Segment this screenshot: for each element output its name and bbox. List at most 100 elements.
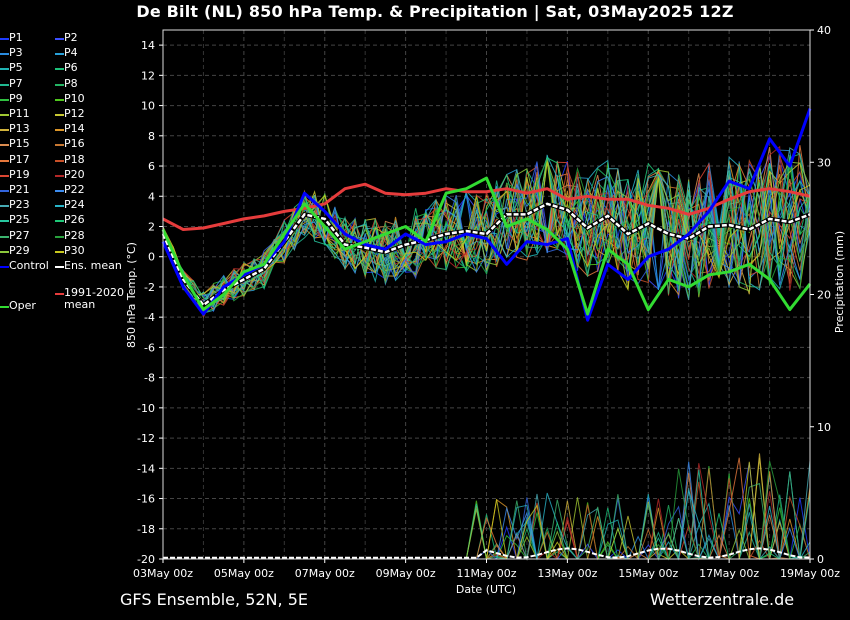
legend-swatch: [55, 220, 64, 223]
legend-swatch: [0, 235, 9, 238]
legend-label: P24: [64, 198, 85, 212]
legend-swatch: [55, 190, 64, 192]
y-tick-label: 8: [148, 130, 155, 143]
legend-label: P12: [64, 107, 85, 120]
y-tick-label: -18: [137, 523, 155, 536]
legend-label: 1991-2020 mean: [64, 286, 124, 311]
y-tick-label: -4: [144, 311, 155, 324]
legend-label: P16: [64, 137, 85, 151]
legend-label: P27: [9, 228, 30, 242]
member-line-p27: [162, 158, 811, 305]
x-tick-label: 19May 00z: [780, 567, 840, 580]
y2-tick-label: 40: [817, 24, 831, 37]
legend-swatch: [0, 68, 9, 71]
legend-label: P28: [64, 228, 85, 242]
y2-tick-label: 0: [817, 553, 824, 566]
legend-label: P20: [64, 167, 85, 181]
legend-swatch: [0, 190, 9, 192]
legend-swatch: [0, 306, 9, 308]
legend-label: P14: [64, 122, 85, 136]
y2-tick-label: 30: [817, 156, 831, 169]
y-tick-label: 12: [141, 69, 155, 82]
x-tick-label: 11May 00z: [456, 567, 516, 580]
legend-label: P29: [9, 243, 30, 257]
legend-swatch: [0, 174, 9, 177]
legend-swatch: [0, 38, 9, 40]
legend-label: P17: [9, 152, 30, 166]
y-tick-label: 4: [148, 190, 155, 203]
legend-label: P21: [9, 183, 30, 196]
legend-label: P19: [9, 167, 30, 181]
legend-swatch: [0, 114, 9, 116]
legend-label: P22: [64, 183, 85, 196]
y-tick-label: 10: [141, 100, 155, 113]
x-axis-label: Date (UTC): [456, 583, 516, 596]
y-axis-label: 850 hPa Temp. (°C): [125, 242, 138, 348]
x-tick-label: 07May 00z: [295, 567, 355, 580]
legend-label: P7: [9, 76, 23, 90]
legend-swatch: [0, 220, 9, 223]
legend-swatch: [0, 129, 9, 132]
y-tick-label: 0: [148, 251, 155, 264]
legend-swatch: [55, 266, 64, 268]
legend-label: P15: [9, 137, 30, 151]
legend-label: Ens. mean: [64, 259, 122, 272]
legend-label: P5: [9, 61, 23, 75]
y-tick-label: 2: [148, 220, 155, 233]
legend-label: P18: [64, 152, 85, 166]
y2-tick-label: 20: [817, 289, 831, 302]
legend-swatch: [55, 174, 64, 177]
legend-swatch: [55, 38, 64, 40]
legend-swatch: [55, 68, 64, 71]
legend-swatch: [0, 159, 9, 162]
x-tick-label: 09May 00z: [376, 567, 436, 580]
y2-tick-label: 10: [817, 421, 831, 434]
legend-swatch: [55, 83, 64, 86]
legend-swatch: [0, 83, 9, 86]
axes: 14121086420-2-4-6-8-10-12-14-16-18-20403…: [133, 24, 840, 580]
legend-swatch: [0, 250, 9, 253]
legend-swatch: [55, 114, 64, 116]
legend-label: P23: [9, 198, 30, 212]
legend-label: Control: [9, 259, 49, 272]
y-tick-label: 6: [148, 160, 155, 173]
y2-axis-label: Precipitation (mm): [833, 231, 846, 333]
y-tick-label: -2: [144, 281, 155, 294]
series-line-1991-2020-mean: [162, 182, 811, 231]
y-tick-label: -14: [137, 462, 155, 475]
legend-swatch: [0, 144, 9, 147]
series-line-oper: [161, 176, 812, 316]
y-tick-label: -12: [137, 432, 155, 445]
legend-swatch: [55, 53, 64, 56]
legend-label: P10: [64, 91, 85, 105]
legend-label: P6: [64, 61, 78, 75]
chart-title: De Bilt (NL) 850 hPa Temp. & Precipitati…: [136, 2, 734, 21]
x-tick-label: 15May 00z: [618, 567, 678, 580]
legend-swatch: [55, 235, 64, 238]
legend-swatch: [55, 98, 64, 101]
grid: [162, 30, 811, 559]
legend-label: P1: [9, 31, 23, 44]
legend-label: P4: [64, 46, 78, 60]
y-tick-label: 14: [141, 39, 155, 52]
legend-swatch: [0, 266, 9, 268]
y-tick-label: -6: [144, 341, 155, 354]
legend-swatch: [0, 98, 9, 101]
member-line-p29: [162, 158, 811, 317]
y-tick-label: -20: [137, 553, 155, 566]
x-tick-label: 13May 00z: [537, 567, 597, 580]
series-line-ens-mean: [161, 202, 811, 307]
y-tick-label: -10: [137, 402, 155, 415]
member-line-p30: [162, 161, 811, 296]
series-lines: [160, 108, 812, 559]
legend-swatch: [0, 53, 9, 56]
legend-label: P30: [64, 243, 85, 257]
series-precip-ens-mean: [163, 547, 811, 559]
legend-swatch: [0, 205, 9, 208]
y-tick-label: -8: [144, 372, 155, 385]
legend-label: P9: [9, 91, 23, 105]
member-line-p28: [162, 157, 811, 311]
x-tick-label: 17May 00z: [699, 567, 759, 580]
member-line-p22: [162, 174, 811, 303]
